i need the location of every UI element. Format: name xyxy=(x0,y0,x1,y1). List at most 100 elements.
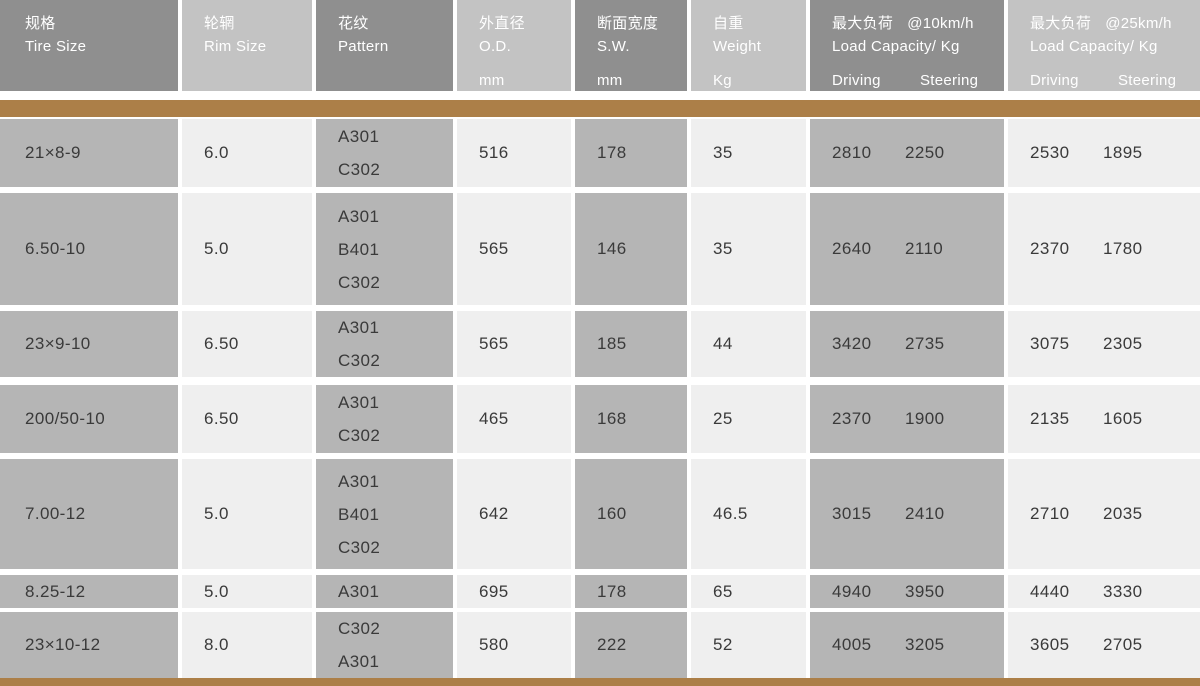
tire-size-cell: 200/50-10 xyxy=(0,385,178,453)
table-row: 23×10-12 8.0 C302 A301 580 222 52 4005 3… xyxy=(0,612,1200,678)
header-unit: mm xyxy=(597,72,623,89)
od-cell: 580 xyxy=(457,612,571,678)
driving-value: 3605 xyxy=(1030,635,1070,654)
header-zh: 轮辋 xyxy=(204,15,235,32)
pattern-cell: C302 A301 xyxy=(316,612,453,678)
driving-value: 3075 xyxy=(1030,334,1070,353)
table-row: 6.50-10 5.0 A301 B401 C302 565 146 35 26… xyxy=(0,193,1200,305)
sw-cell: 160 xyxy=(575,459,687,569)
steering-label: Steering xyxy=(1118,72,1177,89)
tire-size-cell: 8.25-12 xyxy=(0,575,178,608)
pattern-value: A301 xyxy=(338,318,380,337)
od-cell: 516 xyxy=(457,119,571,187)
capacity-25-cell: 4440 3330 xyxy=(1008,575,1200,608)
header-zh: 断面宽度 xyxy=(597,15,659,32)
steering-value: 2035 xyxy=(1103,504,1143,523)
capacity-10-cell: 2810 2250 xyxy=(810,119,1004,187)
header-subcolumns: Driving Steering xyxy=(1030,69,1194,92)
header-zh: 最大负荷 @25km/h xyxy=(1030,15,1172,32)
steering-value: 2735 xyxy=(905,334,945,353)
driving-label: Driving xyxy=(832,72,881,89)
steering-value: 2705 xyxy=(1103,635,1143,654)
sw-cell: 222 xyxy=(575,612,687,678)
table-row: 8.25-12 5.0 A301 695 178 65 4940 3950 44… xyxy=(0,575,1200,608)
table-row: 7.00-12 5.0 A301 B401 C302 642 160 46.5 … xyxy=(0,459,1200,569)
rim-size-cell: 5.0 xyxy=(182,575,312,608)
tire-size-cell: 23×10-12 xyxy=(0,612,178,678)
capacity-25-cell: 2530 1895 xyxy=(1008,119,1200,187)
pattern-value: A301 xyxy=(338,393,380,412)
steering-value: 2410 xyxy=(905,504,945,523)
speed-label: @10km/h xyxy=(907,15,974,32)
speed-label: @25km/h xyxy=(1105,15,1172,32)
sw-cell: 178 xyxy=(575,119,687,187)
driving-value: 4440 xyxy=(1030,581,1070,601)
driving-value: 2370 xyxy=(1030,239,1070,258)
pattern-cell: A301 C302 xyxy=(316,119,453,187)
driving-value: 2810 xyxy=(832,143,872,162)
weight-cell: 46.5 xyxy=(691,459,806,569)
steering-value: 1900 xyxy=(905,409,945,428)
pattern-value: C302 xyxy=(338,272,381,292)
header-en: Load Capacity/ Kg xyxy=(1030,38,1158,55)
pattern-value: C302 xyxy=(338,351,381,370)
rim-size-cell: 5.0 xyxy=(182,459,312,569)
od-cell: 565 xyxy=(457,311,571,377)
col-header-weight: 自重 Weight Kg xyxy=(691,0,806,91)
col-header-pattern: 花纹 Pattern xyxy=(316,0,453,91)
steering-value: 1895 xyxy=(1103,143,1143,162)
rim-size-cell: 5.0 xyxy=(182,193,312,305)
weight-cell: 35 xyxy=(691,193,806,305)
accent-bar-bottom xyxy=(0,678,1200,686)
pattern-value: A301 xyxy=(338,471,380,491)
weight-cell: 44 xyxy=(691,311,806,377)
capacity-10-cell: 4940 3950 xyxy=(810,575,1004,608)
driving-value: 3420 xyxy=(832,334,872,353)
pattern-value: C302 xyxy=(338,160,381,179)
header-en: S.W. xyxy=(597,38,630,55)
driving-value: 2640 xyxy=(832,239,872,258)
tire-size-cell: 21×8-9 xyxy=(0,119,178,187)
rim-size-cell: 6.0 xyxy=(182,119,312,187)
header-zh: 外直径 xyxy=(479,15,525,32)
col-header-sw: 断面宽度 S.W. mm xyxy=(575,0,687,91)
header-en: Weight xyxy=(713,38,762,55)
rim-size-cell: 6.50 xyxy=(182,385,312,453)
table-row: 200/50-10 6.50 A301 C302 465 168 25 2370… xyxy=(0,385,1200,453)
capacity-25-cell: 3075 2305 xyxy=(1008,311,1200,377)
col-header-rim-size: 轮辋 Rim Size xyxy=(182,0,312,91)
tire-size-cell: 7.00-12 xyxy=(0,459,178,569)
sw-cell: 146 xyxy=(575,193,687,305)
header-unit: mm xyxy=(479,72,505,89)
sw-cell: 185 xyxy=(575,311,687,377)
pattern-value: A301 xyxy=(338,582,380,601)
capacity-10-cell: 4005 3205 xyxy=(810,612,1004,678)
header-unit: Kg xyxy=(713,72,732,89)
capacity-25-cell: 2710 2035 xyxy=(1008,459,1200,569)
pattern-value: B401 xyxy=(338,239,380,259)
steering-value: 2110 xyxy=(905,239,944,258)
tire-size-cell: 6.50-10 xyxy=(0,193,178,305)
od-cell: 465 xyxy=(457,385,571,453)
capacity-25-cell: 2135 1605 xyxy=(1008,385,1200,453)
driving-value: 4005 xyxy=(832,635,872,654)
weight-cell: 52 xyxy=(691,612,806,678)
header-en: Rim Size xyxy=(204,38,267,55)
pattern-cell: A301 C302 xyxy=(316,385,453,453)
capacity-10-cell: 2370 1900 xyxy=(810,385,1004,453)
pattern-cell: A301 B401 C302 xyxy=(316,459,453,569)
pattern-cell: A301 B401 C302 xyxy=(316,193,453,305)
weight-cell: 25 xyxy=(691,385,806,453)
header-zh: 规格 xyxy=(25,15,56,32)
col-header-capacity-10kmh: 最大负荷 @10km/h Load Capacity/ Kg Driving St… xyxy=(810,0,1004,91)
driving-value: 4940 xyxy=(832,581,872,601)
header-zh: 自重 xyxy=(713,15,744,32)
pattern-value: C302 xyxy=(338,537,381,557)
capacity-10-cell: 3015 2410 xyxy=(810,459,1004,569)
col-header-od: 外直径 O.D. mm xyxy=(457,0,571,91)
driving-value: 2135 xyxy=(1030,409,1070,428)
header-en: Tire Size xyxy=(25,38,87,55)
pattern-value: A301 xyxy=(338,652,380,671)
capacity-10-cell: 3420 2735 xyxy=(810,311,1004,377)
od-cell: 565 xyxy=(457,193,571,305)
